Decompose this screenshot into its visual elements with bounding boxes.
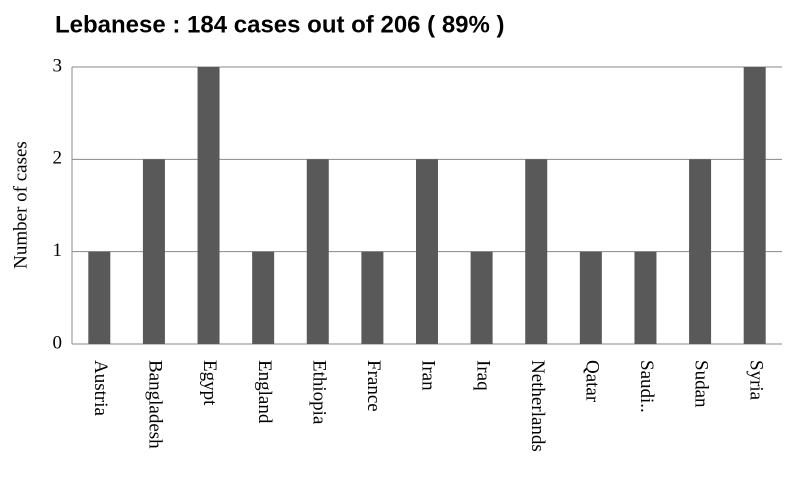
y-tick-label: 0 [53, 332, 63, 353]
bar [579, 251, 602, 344]
x-tick-label: Sudan [691, 360, 712, 408]
bar [142, 159, 165, 344]
x-tick-label: Austria [90, 360, 111, 417]
bar [252, 251, 275, 344]
chart-title: Lebanese : 184 cases out of 206 ( 89% ) [55, 11, 505, 38]
y-axis-label: Number of cases [10, 141, 31, 269]
bar [416, 159, 438, 344]
x-tick-label: Iran [418, 360, 439, 391]
bar [361, 251, 384, 344]
bar [634, 251, 657, 344]
x-tick-label: England [254, 360, 275, 424]
bar [197, 67, 220, 344]
bar [306, 159, 329, 344]
x-tick-label: Qatar [581, 360, 602, 403]
y-tick-label: 1 [53, 240, 63, 261]
x-tick-label: Saudi.. [636, 360, 657, 413]
x-tick-label: France [363, 360, 384, 412]
x-tick-label: Syria [745, 360, 766, 401]
x-tick-label: Ethiopia [308, 360, 329, 425]
bar [470, 251, 493, 344]
x-tick-label: Iraq [472, 360, 493, 391]
bar [743, 67, 766, 344]
bar [525, 159, 548, 344]
y-tick-label: 2 [53, 148, 63, 169]
x-tick-label: Bangladesh [145, 360, 166, 449]
x-tick-label: Egypt [199, 360, 220, 406]
bar [689, 159, 712, 344]
y-tick-label: 3 [53, 55, 63, 76]
bar [88, 251, 111, 344]
x-tick-label: Netherlands [527, 360, 548, 452]
